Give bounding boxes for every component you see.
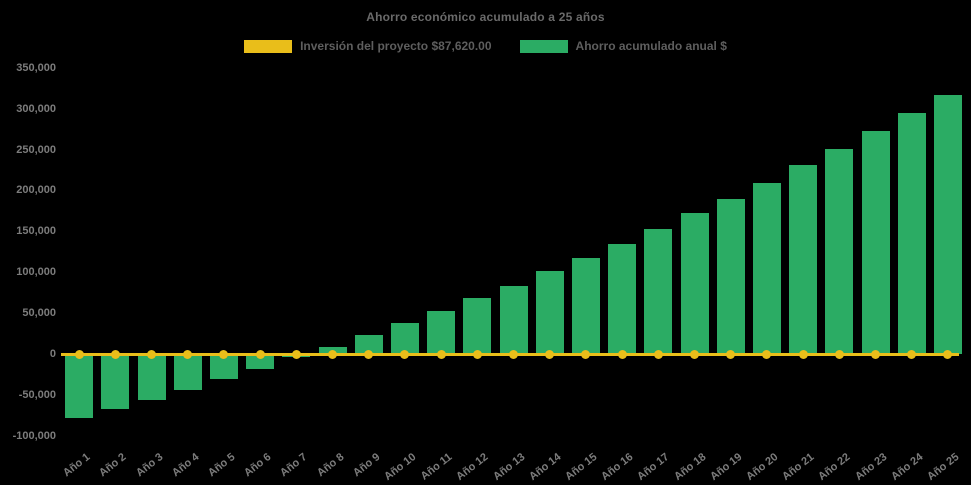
legend-label-savings: Ahorro acumulado anual $ [575,39,727,53]
savings-bar [571,257,600,354]
savings-bar [680,213,709,354]
investment-line-marker [364,349,374,359]
investment-line-marker [255,349,265,359]
y-axis-tick-label: 250,000 [16,143,56,156]
investment-line-marker [110,349,120,359]
investment-line-marker [183,349,193,359]
investment-line-marker [871,349,880,359]
investment-line-marker [291,349,301,359]
y-axis-tick-label: -100,000 [12,429,56,442]
investment-line-marker [509,349,518,359]
savings-bar [752,182,781,354]
investment-swatch-icon [244,39,293,53]
investment-line-marker [907,349,917,359]
investment-line-marker [147,349,156,359]
y-axis-tick-label: 50,000 [22,307,56,320]
savings-bar [137,354,166,400]
y-axis-tick-label: 0 [49,348,56,360]
investment-line-marker [617,349,627,359]
investment-line-marker [581,349,591,359]
y-axis-tick-label: 150,000 [16,225,56,238]
savings-bar [173,354,202,390]
savings-bar [789,165,818,354]
investment-line-marker [472,349,482,359]
investment-line-marker [834,349,844,359]
savings-bar [861,131,890,354]
legend-item-savings: Ahorro acumulado anual $ [519,39,727,53]
investment-line-marker [400,349,410,359]
savings-bar [390,323,419,354]
savings-bar [65,354,94,418]
chart-title: Ahorro económico acumulado a 25 años [366,10,605,24]
savings-bar [246,354,275,370]
investment-line-marker [726,349,736,359]
savings-bar [499,286,528,354]
investment-line-marker [219,349,229,359]
savings-bar [644,229,673,354]
savings-bar [463,297,492,354]
savings-bar [101,354,130,409]
savings-bar [897,113,926,354]
legend-item-investment: Inversión del proyecto $87,620.00 [244,39,492,53]
y-axis-tick-label: 300,000 [16,102,56,115]
savings-bar [354,334,383,354]
savings-bar [608,243,637,354]
investment-line-marker [798,349,808,359]
investment-line-marker [690,349,699,359]
savings-bar [535,271,564,354]
y-axis-tick-label: -50,000 [18,388,56,401]
investment-line-marker [762,349,772,359]
y-axis-tick-label: 350,000 [16,61,56,74]
savings-swatch-icon [519,39,568,53]
chart-legend: Inversión del proyecto $87,620.00 Ahorro… [0,38,971,54]
investment-line-marker [328,349,337,359]
investment-line-marker [653,349,663,359]
savings-bar [716,199,745,354]
legend-label-investment: Inversión del proyecto $87,620.00 [300,39,492,53]
investment-line-marker [74,349,84,359]
y-axis-tick-label: 100,000 [16,266,56,279]
savings-bar [933,94,962,354]
investment-line-marker [545,349,555,359]
investment-line-marker [436,349,446,359]
investment-line-marker [943,349,953,359]
y-axis-tick-label: 200,000 [16,184,56,197]
savings-bar [825,148,854,354]
savings-bar [427,310,456,354]
